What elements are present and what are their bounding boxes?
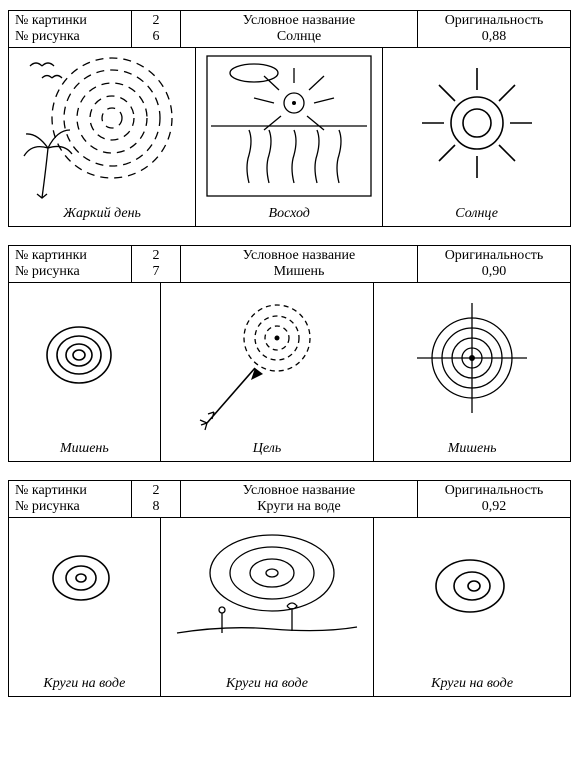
block-target: № картинки№ рисунка 27 Условное название… (8, 245, 571, 462)
label-pic-no: № картинки№ рисунка (9, 11, 132, 48)
block-sun: № картинки№ рисунка 26 Условное название… (8, 10, 571, 227)
label-pic-no: № картинки№ рисунка (9, 246, 132, 283)
cell-water-1: Круги на воде (9, 518, 160, 696)
cells-table: Мишень Цель (8, 282, 571, 462)
cell-water-2: Круги на воде (161, 518, 374, 696)
label-originality: Оригинальность0,92 (418, 481, 571, 518)
cells-table: Круги на воде Круги (8, 517, 571, 697)
header-table: № картинки№ рисунка 27 Условное название… (8, 245, 571, 283)
cell-target-1: Мишень (9, 283, 160, 461)
caption: Круги на воде (374, 676, 570, 692)
block-water: № картинки№ рисунка 28 Условное название… (8, 480, 571, 697)
label-name: Условное названиеКруги на воде (181, 481, 418, 518)
label-name: Условное названиеМишень (181, 246, 418, 283)
label-originality: Оригинальность0,90 (418, 246, 571, 283)
cell-target-3: Мишень (374, 283, 570, 461)
cell-sunrise: Восход (196, 48, 382, 226)
cell-target-2: Цель (161, 283, 374, 461)
cell-sun: Солнце (383, 48, 570, 226)
label-originality: Оригинальность0,88 (418, 11, 571, 48)
cell-hot-day: Жаркий день (9, 48, 195, 226)
caption: Восход (196, 206, 382, 222)
header-table: № картинки№ рисунка 28 Условное название… (8, 480, 571, 518)
label-pic-no: № картинки№ рисунка (9, 481, 132, 518)
caption: Солнце (383, 206, 570, 222)
header-table: № картинки№ рисунка 26 Условное название… (8, 10, 571, 48)
value-nums: 28 (132, 481, 181, 518)
cell-water-3: Круги на воде (374, 518, 570, 696)
value-nums: 26 (132, 11, 181, 48)
caption: Мишень (9, 441, 160, 457)
caption: Круги на воде (9, 676, 160, 692)
caption: Круги на воде (161, 676, 374, 692)
caption: Жаркий день (9, 206, 195, 222)
cells-table: Жаркий день (8, 47, 571, 227)
value-nums: 27 (132, 246, 181, 283)
caption: Мишень (374, 441, 570, 457)
caption: Цель (161, 441, 374, 457)
label-name: Условное названиеСолнце (181, 11, 418, 48)
